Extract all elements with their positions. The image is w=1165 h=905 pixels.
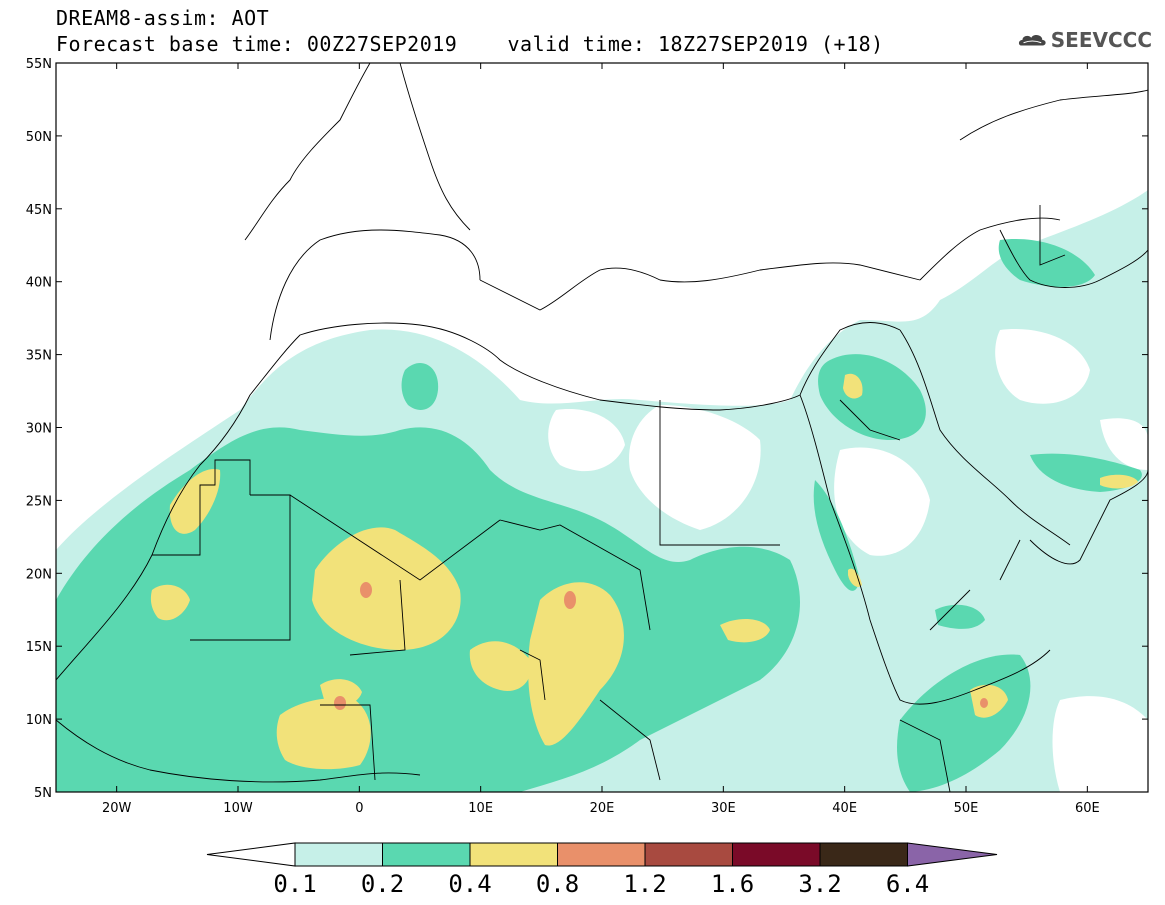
map-title: DREAM8-assim: AOT bbox=[56, 6, 270, 30]
axis-ticks: 5N 10N 15N 20N 25N 30N 35N 40N 45N 50N 55N 20W 10W 0 1… bbox=[26, 57, 1148, 816]
lon-tick-label: 10W bbox=[223, 801, 253, 816]
colorbar-label: 6.4 bbox=[885, 870, 930, 898]
coastlines bbox=[56, 63, 1148, 783]
lat-tick-label: 35N bbox=[26, 349, 52, 364]
aot-field bbox=[56, 190, 1148, 792]
colorbar-label: 1.2 bbox=[623, 870, 667, 898]
lon-tick-label: 0 bbox=[355, 801, 363, 816]
colorbar-segment bbox=[819, 842, 908, 867]
colorbar-low-arrow bbox=[206, 842, 296, 867]
lon-tick-label: 20E bbox=[590, 801, 615, 816]
lon-tick-label: 60E bbox=[1075, 801, 1100, 816]
lat-tick-label: 50N bbox=[26, 130, 52, 145]
colorbar-high-arrow bbox=[907, 842, 998, 867]
logo-text: SEEVCCC bbox=[1050, 28, 1152, 52]
lon-tick-label: 20W bbox=[102, 801, 132, 816]
colorbar-segment bbox=[469, 842, 558, 867]
colorbar-label: 0.1 bbox=[273, 870, 317, 898]
time-info: Forecast base time: 00Z27SEP2019 valid t… bbox=[56, 32, 884, 56]
lat-tick-label: 40N bbox=[26, 276, 52, 291]
colorbar-label: 0.2 bbox=[360, 870, 405, 898]
forecast-base-time: Forecast base time: 00Z27SEP2019 bbox=[56, 32, 458, 56]
lat-tick-label: 10N bbox=[26, 713, 52, 728]
lat-tick-label: 20N bbox=[26, 567, 52, 582]
colorbar-label: 1.6 bbox=[710, 870, 755, 898]
lat-tick-label: 5N bbox=[34, 786, 52, 801]
lon-tick-label: 40E bbox=[832, 801, 857, 816]
colorbar-segment bbox=[644, 842, 733, 867]
valid-time: valid time: 18Z27SEP2019 (+18) bbox=[507, 32, 884, 56]
colorbar-segment bbox=[732, 842, 821, 867]
lat-tick-label: 30N bbox=[26, 422, 52, 437]
lat-tick-label: 45N bbox=[26, 203, 52, 218]
lat-tick-label: 15N bbox=[26, 640, 52, 655]
colorbar bbox=[206, 842, 998, 867]
colorbar-segment bbox=[294, 842, 383, 867]
aot-level-0.8 bbox=[334, 582, 988, 710]
lat-tick-label: 25N bbox=[26, 494, 52, 509]
colorbar-segment bbox=[382, 842, 471, 867]
colorbar-label: 0.8 bbox=[535, 870, 580, 898]
colorbar-label: 0.4 bbox=[448, 870, 492, 898]
colorbar-label: 3.2 bbox=[798, 870, 842, 898]
cloud-icon bbox=[1018, 35, 1046, 46]
borders bbox=[152, 205, 1066, 792]
aot-holes bbox=[56, 329, 1148, 792]
aot-level-0.4 bbox=[150, 373, 1138, 770]
seevccc-logo: SEEVCCC bbox=[1018, 24, 1152, 56]
colorbar-segment bbox=[557, 842, 646, 867]
lon-tick-label: 50E bbox=[954, 801, 979, 816]
lon-tick-label: 10E bbox=[468, 801, 493, 816]
lon-tick-label: 30E bbox=[711, 801, 736, 816]
lat-tick-label: 55N bbox=[26, 57, 52, 72]
